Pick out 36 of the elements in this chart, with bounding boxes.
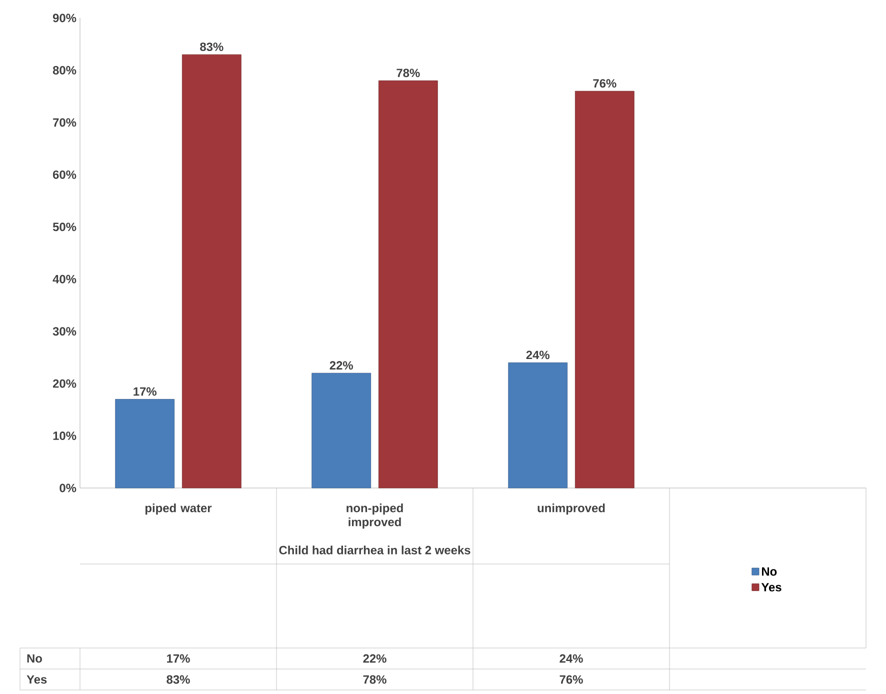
x-tick-label: unimproved <box>538 504 605 515</box>
data-label: 24% <box>560 654 583 663</box>
x-axis-title: Child had diarrhea in last 2 weeks <box>279 546 470 554</box>
text: No <box>27 654 42 663</box>
y-tick-label: 0% <box>60 484 76 492</box>
data-label: 78% <box>363 675 386 684</box>
data-label: 83% <box>166 675 190 684</box>
y-tick-label: 40% <box>52 274 76 284</box>
text: 17% <box>134 387 156 396</box>
y-tick-label: 70% <box>53 118 76 127</box>
bar <box>378 80 438 488</box>
text: 76% <box>593 79 616 88</box>
legend-label: Yes <box>761 583 782 592</box>
y-tick-label: 20% <box>52 379 76 388</box>
y-tick-label: 30% <box>52 327 76 336</box>
data-label: 76% <box>560 675 583 684</box>
text: 78% <box>396 68 420 78</box>
legend-label: No <box>762 567 777 576</box>
bar <box>508 362 568 488</box>
y-tick-label: 90% <box>52 14 76 22</box>
data-label: 17% <box>167 654 190 663</box>
text: 24% <box>526 350 550 360</box>
data-label: 22% <box>363 654 386 663</box>
y-tick-label: 50% <box>52 222 76 232</box>
bar <box>312 372 372 488</box>
x-tick-label: non-piped improved <box>346 504 403 529</box>
text: Yes <box>26 675 47 684</box>
y-tick-label: 80% <box>52 66 76 74</box>
x-tick-label: piped water <box>145 504 212 515</box>
bar <box>182 54 242 488</box>
bar <box>574 90 634 488</box>
text: 22% <box>330 361 353 370</box>
y-tick-label: 10% <box>53 432 76 440</box>
bar <box>115 399 175 488</box>
text: 83% <box>200 42 224 52</box>
y-tick-label: 60% <box>52 170 76 179</box>
